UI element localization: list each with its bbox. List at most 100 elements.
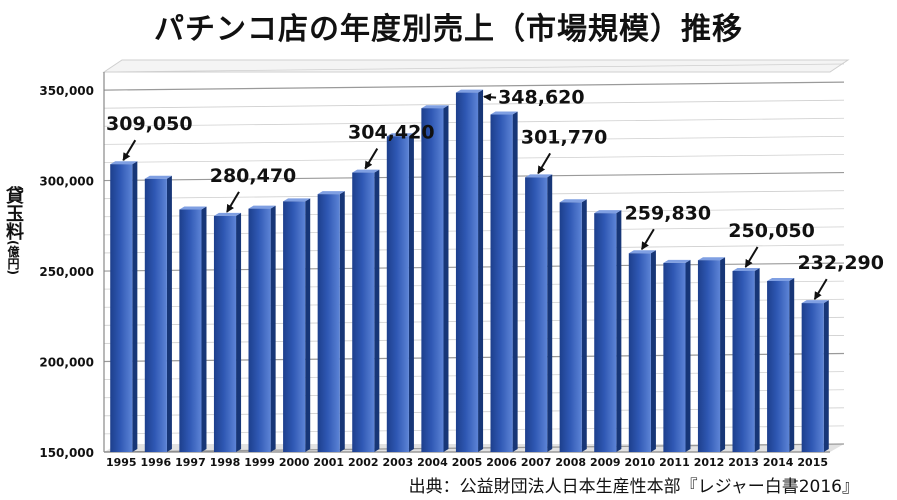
bar [421,105,449,452]
bar [628,250,656,452]
bar-top [317,191,345,195]
bar-front [767,281,790,452]
x-tick-label: 1997 [175,456,206,469]
annotation-arrow [537,152,552,175]
bar [663,259,691,452]
data-label: 348,620 [498,87,585,109]
bar [559,199,587,452]
bar-side [408,133,414,452]
bar-top [594,210,622,214]
bar-front [455,92,479,453]
x-tick-label: 1996 [141,456,172,469]
bar-top [352,169,380,173]
x-tick-label: 2014 [763,456,794,469]
bar [283,198,311,452]
bar-top [283,198,311,202]
y-tick-label: 200,000 [39,356,94,370]
plot-back-edge [102,59,850,73]
bar-side [512,111,518,453]
bar-top [663,259,691,263]
bar-side [823,300,829,452]
bar-front [732,270,755,452]
data-label: 309,050 [106,113,193,135]
x-tick-label: 2007 [521,456,552,469]
bar [317,191,345,452]
bar-top [421,105,449,109]
bar-front [559,202,582,452]
annotation-arrow [744,246,759,268]
y-axis-label-text: 貸玉料 [3,186,24,240]
bar [386,133,414,452]
bar-top [732,267,760,271]
bar-top [110,161,138,165]
annotation-arrow [813,278,828,300]
bar [490,111,518,453]
bar [801,300,829,452]
bar-side [166,175,172,452]
y-tick-label: 300,000 [39,175,94,189]
bar-side [374,169,380,452]
bar-side [339,191,345,452]
bar-top [179,206,207,210]
annotation-arrow [640,228,655,251]
x-tick-label: 2011 [659,456,690,469]
bar [248,205,276,452]
bar-front [352,172,375,452]
bar-top [525,174,553,178]
bar-top [248,205,276,209]
bar-front [386,136,409,452]
bar-front [594,213,617,452]
bar-front [628,253,651,452]
bar-front [697,260,721,452]
bar-front [525,177,548,452]
y-tick-label: 150,000 [39,446,94,460]
x-tick-label: 2015 [797,456,828,469]
x-tick-label: 2002 [348,456,379,469]
bar-front [110,164,133,452]
bar-side [547,174,553,452]
x-tick-label: 2006 [486,456,517,469]
data-label: 250,050 [728,220,815,242]
bar-side [685,259,691,452]
bar-side [236,212,242,452]
x-tick-label: 2012 [694,456,725,469]
x-tick-label: 2008 [555,456,586,469]
bar [455,89,484,453]
bar-side [650,250,656,452]
x-tick-label: 1995 [106,456,137,469]
bar [525,174,553,452]
y-axis-label: 貸玉料(億円) [3,186,24,275]
bar-side [581,199,587,452]
annotation-arrow [226,191,240,213]
bar-side [270,205,276,452]
data-label: 232,290 [797,252,884,274]
x-tick-label: 2005 [452,456,483,469]
bar-side [201,206,207,452]
grid-line [103,81,845,91]
bar [697,257,726,452]
x-tick-label: 2013 [728,456,759,469]
x-tick-label: 2000 [279,456,310,469]
data-label: 259,830 [625,202,712,224]
bar [179,206,207,452]
bar-top [455,89,484,93]
bar-top [801,300,829,304]
x-tick-label: 2003 [383,456,414,469]
bar [594,210,622,452]
bar-top [628,250,656,254]
bar-top [559,199,587,203]
x-tick-label: 2004 [417,456,448,469]
x-tick-label: 2001 [313,456,344,469]
bar [767,278,795,452]
bar-side [720,257,726,452]
data-label: 280,470 [210,165,297,187]
y-tick-label: 250,000 [39,265,94,279]
bar-front [213,215,237,452]
bar-side [478,89,484,453]
x-tick-label: 1998 [210,456,241,469]
bar-front [663,262,686,452]
bar-top [213,212,242,216]
bar-side [443,105,449,452]
